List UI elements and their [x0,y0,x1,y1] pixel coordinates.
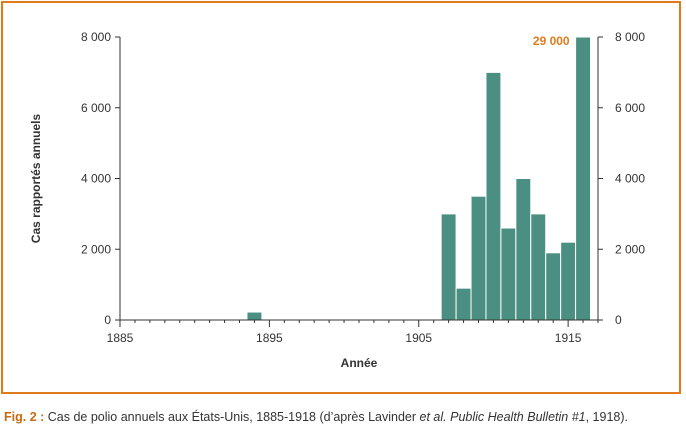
x-tick-label: 1915 [555,331,582,345]
y-tick-label-right: 8 000 [615,30,645,44]
bar-1909 [470,195,487,321]
bar-1916 [575,36,592,321]
bar-1911 [500,227,517,321]
ticks-group: 8 000 6 000 4 000 2 000 0 8 000 6 000 4 000 2 00… [81,30,645,345]
bar-1894 [246,311,263,321]
x-tick-label: 1885 [107,331,134,345]
x-tick-label: 1895 [256,331,283,345]
y-tick-label-left: 8 000 [81,30,111,44]
caption-italic-2: Public Health Bulletin #1 [450,410,586,424]
y-tick-label-right: 0 [615,313,622,327]
bar-1914 [545,252,562,321]
caption-text-before: Cas de polio annuels aux États-Unis, 188… [44,410,420,424]
y-tick-label-left: 2 000 [81,242,111,256]
bar-1912 [515,178,532,321]
bar-1910 [485,71,502,321]
bar-1908 [455,287,472,321]
annotation-label: 29 000 [533,34,570,48]
bar-1913 [530,213,547,321]
y-tick-label-right: 4 000 [615,172,645,186]
bar-1907 [440,213,457,321]
figure-caption: Fig. 2 : Cas de polio annuels aux États-… [4,410,686,424]
y-tick-label-right: 6 000 [615,101,645,115]
bar-1915 [560,241,577,321]
caption-label: Fig. 2 : [4,410,45,424]
y-tick-label-right: 2 000 [615,242,645,256]
chart-frame [1,1,681,394]
bar-chart: 8 000 6 000 4 000 2 000 0 8 000 6 000 4 000 2 00… [29,30,645,370]
bars-group [246,36,592,321]
y-tick-label-left: 4 000 [81,172,111,186]
x-axis-title: Année [341,356,378,370]
caption-text-after: , 1918). [585,410,628,424]
caption-italic-1: et al. [419,410,447,424]
y-axis-title: Cas rapportés annuels [29,113,43,243]
y-tick-label-left: 6 000 [81,101,111,115]
x-tick-label: 1905 [405,331,432,345]
y-tick-label-left: 0 [104,313,111,327]
